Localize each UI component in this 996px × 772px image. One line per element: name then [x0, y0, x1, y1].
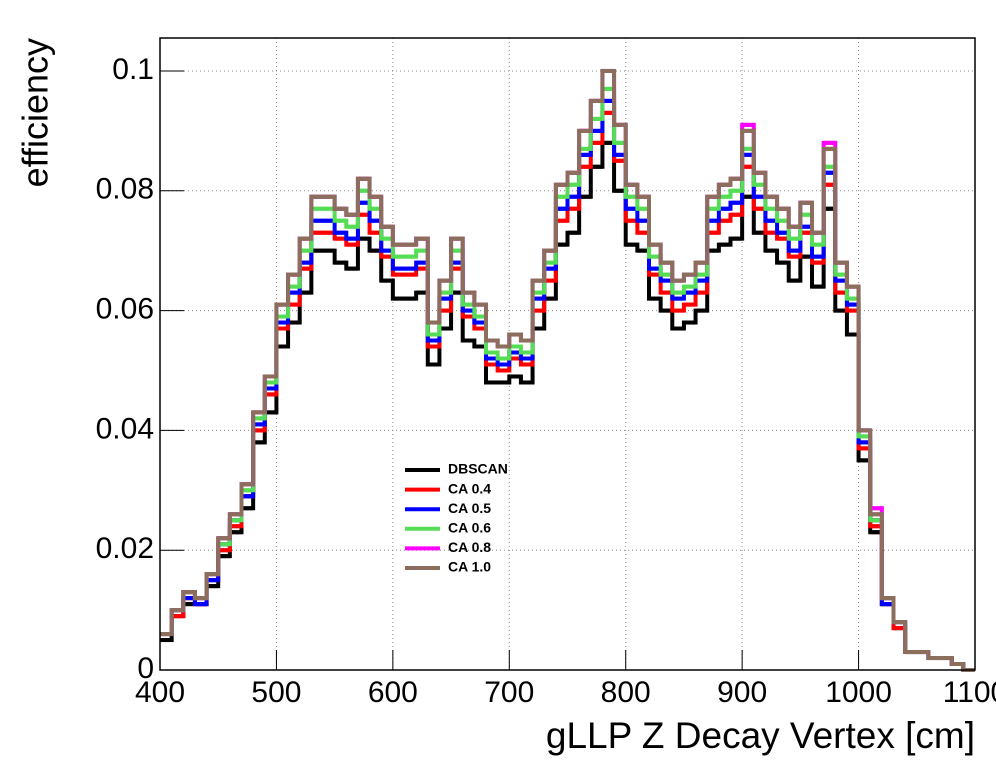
y-tick-label: 0.08: [96, 173, 154, 206]
y-tick-label: 0: [137, 652, 154, 685]
x-tick-label: 500: [251, 676, 301, 709]
x-axis-label: gLLP Z Decay Vertex [cm]: [546, 715, 975, 756]
legend-label: CA 1.0: [448, 559, 491, 575]
legend-label: CA 0.8: [448, 539, 491, 555]
x-tick-label: 800: [601, 676, 651, 709]
x-tick-label: 1000: [825, 676, 892, 709]
x-tick-label: 700: [484, 676, 534, 709]
x-tick-label: 900: [717, 676, 767, 709]
y-tick-label: 0.1: [112, 53, 154, 86]
plot-frame: [159, 37, 976, 671]
y-axis-label: efficiency: [15, 38, 56, 187]
legend-label: CA 0.6: [448, 520, 491, 536]
legend-label: CA 0.5: [448, 500, 491, 516]
legend-label: CA 0.4: [448, 480, 491, 496]
x-tick-label: 600: [368, 676, 418, 709]
legend-label: DBSCAN: [448, 461, 508, 477]
x-tick-label: 400: [135, 676, 185, 709]
y-tick-label: 0.06: [96, 292, 154, 325]
y-tick-label: 0.04: [96, 412, 154, 445]
y-tick-label: 0.02: [96, 532, 154, 565]
